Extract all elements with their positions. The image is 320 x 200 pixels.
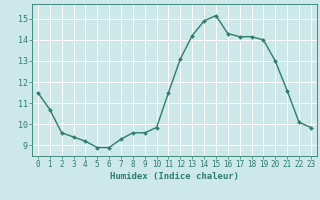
X-axis label: Humidex (Indice chaleur): Humidex (Indice chaleur) — [110, 172, 239, 181]
